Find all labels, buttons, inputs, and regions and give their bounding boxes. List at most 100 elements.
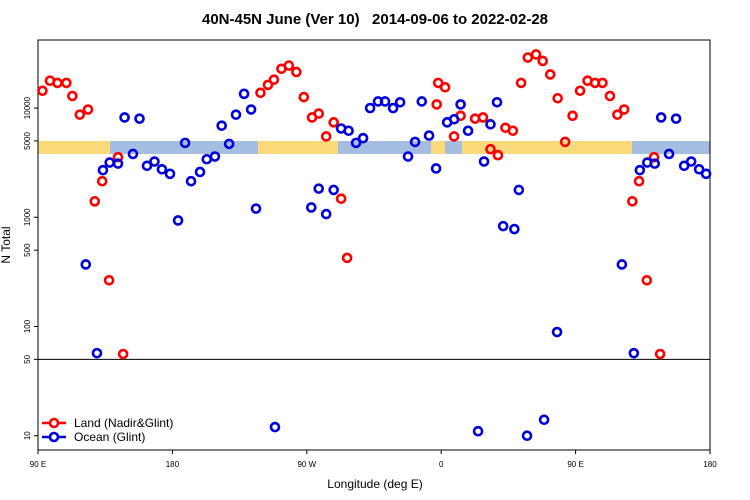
point: [328, 117, 339, 128]
point: [477, 112, 489, 123]
point: [491, 96, 503, 108]
x-tick-label: 0: [439, 460, 444, 469]
point: [112, 151, 124, 163]
y-tick-label: 50: [23, 354, 32, 363]
point: [230, 109, 242, 120]
point: [663, 148, 675, 160]
point: [379, 96, 391, 107]
point: [269, 421, 281, 433]
point: [439, 81, 451, 93]
point: [149, 156, 160, 167]
point: [216, 120, 227, 131]
point: [61, 77, 72, 89]
point: [164, 168, 176, 180]
point: [179, 137, 191, 149]
point: [201, 153, 213, 165]
point: [119, 112, 130, 123]
point: [409, 136, 421, 148]
point: [357, 132, 369, 144]
legend-marker: [48, 431, 60, 443]
point: [455, 99, 466, 110]
point: [335, 193, 347, 204]
point: [423, 130, 435, 141]
point: [255, 87, 266, 99]
point: [574, 85, 586, 97]
point: [313, 108, 325, 119]
point: [283, 60, 295, 71]
point: [104, 157, 115, 168]
point: [472, 425, 484, 437]
point: [313, 183, 325, 194]
point: [387, 102, 399, 114]
point: [402, 151, 414, 162]
point: [700, 168, 712, 180]
point: [117, 348, 129, 360]
point: [82, 104, 94, 115]
point: [97, 164, 109, 176]
point: [89, 196, 101, 207]
point: [628, 347, 640, 359]
point: [194, 166, 206, 178]
legend-marker: [48, 417, 60, 429]
point: [559, 136, 571, 148]
plot-frame: [37, 39, 711, 451]
y-tick-label: 10000: [23, 96, 32, 119]
point: [416, 96, 428, 107]
point: [685, 156, 697, 167]
x-tick-label: 90 W: [297, 460, 316, 469]
point: [430, 163, 442, 174]
point: [627, 196, 638, 207]
point: [448, 113, 460, 125]
series: [37, 49, 666, 360]
point: [209, 151, 221, 162]
point: [134, 113, 145, 124]
point: [172, 215, 184, 226]
point: [485, 143, 496, 155]
point: [448, 131, 460, 142]
point: [305, 202, 317, 213]
point: [185, 175, 197, 187]
point: [112, 158, 124, 169]
x-axis-label: Longitude (deg E): [327, 477, 422, 491]
land-band: [462, 141, 632, 154]
point: [655, 112, 667, 123]
point: [604, 90, 616, 102]
point: [394, 96, 406, 108]
point: [648, 151, 660, 163]
point: [597, 77, 608, 89]
point: [141, 160, 153, 172]
series: [80, 88, 712, 442]
y-tick-label: 500: [23, 243, 32, 257]
point: [618, 104, 630, 115]
point: [350, 137, 362, 149]
point: [156, 164, 168, 175]
point: [291, 66, 302, 78]
point: [521, 430, 533, 442]
point: [649, 158, 661, 169]
point: [250, 203, 262, 214]
point: [670, 113, 682, 124]
point: [91, 347, 103, 359]
point: [530, 49, 542, 60]
point: [478, 156, 490, 167]
point: [320, 131, 332, 142]
x-tick-label: 90 E: [30, 460, 46, 469]
legend-label: Land (Nadir&Glint): [74, 416, 173, 430]
point: [513, 184, 525, 196]
x-tick-label: 90 E: [567, 460, 583, 469]
x-tick-label: 180: [166, 460, 180, 469]
point: [507, 125, 519, 137]
point: [320, 208, 332, 220]
point: [633, 175, 645, 187]
point: [641, 274, 653, 286]
point: [341, 252, 353, 264]
x-tick-label: 180: [703, 460, 717, 469]
point: [238, 88, 250, 100]
y-tick-label: 1000: [23, 208, 32, 226]
point: [80, 259, 92, 270]
point: [462, 125, 474, 137]
legend: Land (Nadir&Glint)Ocean (Glint): [42, 416, 173, 444]
point: [328, 184, 339, 196]
point: [515, 77, 527, 89]
